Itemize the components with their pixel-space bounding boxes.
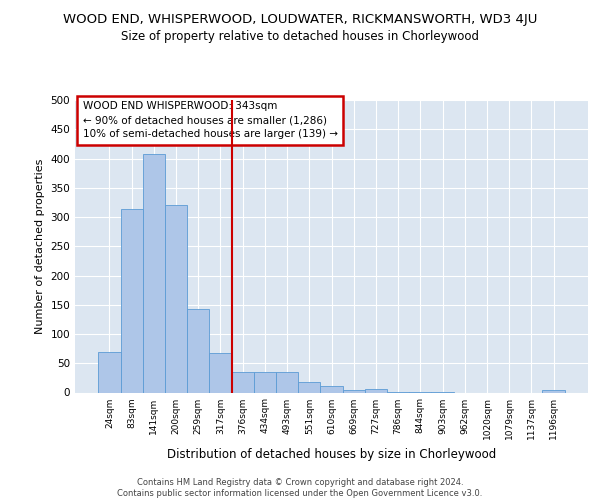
Bar <box>254 372 276 392</box>
Bar <box>365 389 387 392</box>
Bar <box>276 372 298 392</box>
X-axis label: Distribution of detached houses by size in Chorleywood: Distribution of detached houses by size … <box>167 448 496 461</box>
Text: Contains HM Land Registry data © Crown copyright and database right 2024.
Contai: Contains HM Land Registry data © Crown c… <box>118 478 482 498</box>
Bar <box>298 382 320 392</box>
Text: WOOD END WHISPERWOOD: 343sqm
← 90% of detached houses are smaller (1,286)
10% of: WOOD END WHISPERWOOD: 343sqm ← 90% of de… <box>83 102 338 140</box>
Bar <box>343 390 365 392</box>
Bar <box>542 390 565 392</box>
Text: Size of property relative to detached houses in Chorleywood: Size of property relative to detached ho… <box>121 30 479 43</box>
Bar <box>143 154 165 392</box>
Bar <box>121 210 143 392</box>
Y-axis label: Number of detached properties: Number of detached properties <box>35 158 45 334</box>
Bar <box>165 206 187 392</box>
Bar <box>187 309 209 392</box>
Bar <box>320 386 343 392</box>
Bar <box>98 352 121 393</box>
Bar <box>232 372 254 392</box>
Text: WOOD END, WHISPERWOOD, LOUDWATER, RICKMANSWORTH, WD3 4JU: WOOD END, WHISPERWOOD, LOUDWATER, RICKMA… <box>63 12 537 26</box>
Bar <box>209 352 232 393</box>
